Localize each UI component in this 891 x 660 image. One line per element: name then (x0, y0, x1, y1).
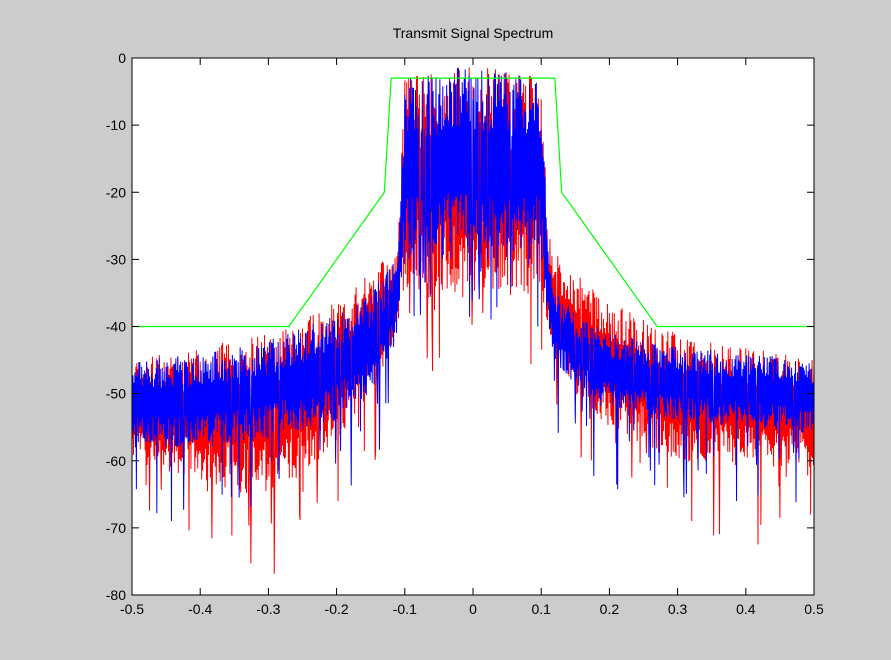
x-tick-label: 0.1 (531, 601, 551, 617)
y-tick-label: -80 (106, 587, 126, 603)
x-tick-label: -0.5 (120, 601, 144, 617)
series-layer (131, 67, 815, 574)
x-tick-label: -0.1 (393, 601, 417, 617)
x-tick-label: -0.4 (188, 601, 212, 617)
x-tick-label: 0.5 (804, 601, 824, 617)
x-tick-label: -0.2 (325, 601, 349, 617)
y-tick-label: -30 (106, 251, 126, 267)
y-tick-label: 0 (118, 50, 126, 66)
y-tick-label: -20 (106, 184, 126, 200)
y-tick-label: -50 (106, 386, 126, 402)
y-tick-label: -70 (106, 520, 126, 536)
x-tick-label: 0.2 (600, 601, 620, 617)
series-1-line (131, 67, 815, 574)
chart-title: Transmit Signal Spectrum (393, 25, 554, 41)
x-tick-label: 0.3 (668, 601, 688, 617)
x-tick-label: 0 (469, 601, 477, 617)
y-tick-label: -10 (106, 117, 126, 133)
spectral-mask-line (132, 77, 814, 328)
x-tick-label: -0.3 (256, 601, 280, 617)
y-tick-label: -40 (106, 319, 126, 335)
x-tick-label: 0.4 (736, 601, 756, 617)
series-2-line (131, 68, 815, 522)
tick-layer: -0.5 -0.4 -0.3 -0.2 -0.1 0 0.1 0.2 0.3 0.4 0.5 0 -10… (106, 50, 824, 617)
y-tick-label: -60 (106, 453, 126, 469)
